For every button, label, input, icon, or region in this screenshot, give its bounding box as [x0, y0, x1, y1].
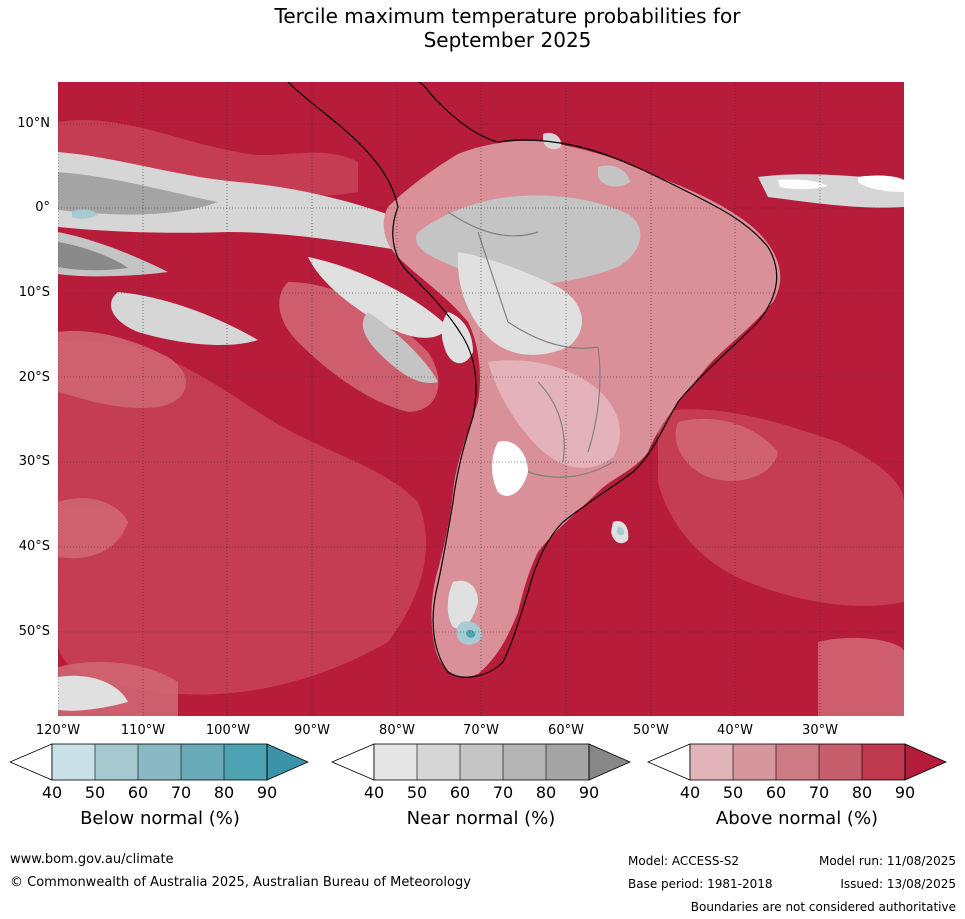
website-link[interactable]: www.bom.gov.au/climate	[10, 852, 174, 867]
cbar-near-bin-70	[503, 744, 546, 780]
cbar-above-tick: 70	[808, 783, 830, 802]
boundaries-disclaimer: Boundaries are not considered authoritat…	[690, 900, 956, 914]
cbar-above-label: Above normal (%)	[715, 808, 879, 829]
cbar-below-tick: 70	[170, 783, 192, 802]
south-america	[383, 140, 781, 677]
cbar-above-bin-50	[733, 744, 776, 780]
map-title: Tercile maximum temperature probabilitie…	[0, 4, 965, 52]
lon-label-40w: 40°W	[717, 723, 753, 738]
colorbar-below-normal	[8, 743, 309, 781]
lon-label-100w: 100°W	[205, 723, 251, 738]
graticule	[58, 82, 904, 716]
cbar-below-tick: 80	[213, 783, 235, 802]
model-run-text: Model run: 11/08/2025	[818, 854, 956, 868]
caribbean-near-normal	[543, 132, 630, 544]
lat-label-30s: 30°S	[18, 454, 50, 469]
title-line-1: Tercile maximum temperature probabilitie…	[274, 4, 741, 28]
cbar-below-bin-70	[181, 744, 224, 780]
lon-label-50w: 50°W	[633, 723, 669, 738]
cbar-above-bin-40	[690, 744, 733, 780]
cbar-near-bin-60	[460, 744, 503, 780]
below-normal-spot-pacific	[72, 209, 98, 219]
cbar-near-bin-80	[546, 744, 589, 780]
lat-label-40s: 40°S	[18, 539, 50, 554]
lon-label-120w: 120°W	[35, 723, 81, 738]
cbar-near-arrow-low	[330, 743, 375, 781]
lat-label-20s: 20°S	[18, 370, 50, 385]
cbar-near-label: Near normal (%)	[406, 808, 556, 829]
cbar-near-tick: 60	[449, 783, 471, 802]
cbar-below-arrow-high	[266, 743, 309, 781]
lon-label-110w: 110°W	[120, 723, 166, 738]
cbar-below-tick: 60	[127, 783, 149, 802]
cbar-below-bin-50	[95, 744, 138, 780]
cbar-above-arrow-low	[646, 743, 691, 781]
map-canvas	[58, 82, 904, 716]
colorbar-above-normal	[646, 743, 947, 781]
lon-label-70w: 70°W	[463, 723, 499, 738]
lat-label-50s: 50°S	[18, 624, 50, 639]
cbar-near-tick: 90	[578, 783, 600, 802]
base-period-text: Base period: 1981-2018	[628, 877, 773, 891]
coastline	[287, 82, 778, 678]
cbar-below-tick: 90	[256, 783, 278, 802]
cbar-below-label: Below normal (%)	[80, 808, 240, 829]
lon-label-90w: 90°W	[294, 723, 330, 738]
model-text: Model: ACCESS-S2	[628, 854, 740, 868]
lat-label-10n: 10°N	[17, 116, 50, 131]
probability-map	[58, 82, 904, 716]
cbar-above-tick: 40	[679, 783, 701, 802]
cbar-above-arrow-high	[904, 743, 947, 781]
lon-label-60w: 60°W	[548, 723, 584, 738]
cbar-below-tick: 50	[84, 783, 106, 802]
country-borders	[447, 211, 614, 478]
cbar-near-arrow-high	[588, 743, 631, 781]
title-line-2: September 2025	[423, 28, 592, 52]
cbar-above-tick: 90	[894, 783, 916, 802]
cbar-above-bin-60	[776, 744, 819, 780]
cbar-above-tick: 60	[765, 783, 787, 802]
cbar-below-bin-80	[224, 744, 267, 780]
colorbars	[8, 743, 947, 781]
cbar-near-tick: 80	[535, 783, 557, 802]
cbar-above-bin-70	[819, 744, 862, 780]
cbar-below-arrow-low	[8, 743, 53, 781]
lat-label-10s: 10°S	[18, 285, 50, 300]
cbar-near-tick: 40	[363, 783, 385, 802]
near-normal-zones	[58, 152, 904, 711]
cbar-below-bin-40	[52, 744, 95, 780]
cbar-near-tick: 50	[406, 783, 428, 802]
lat-label-0: 0°	[35, 200, 50, 215]
above-normal-zones	[58, 119, 904, 695]
cbar-near-tick: 70	[492, 783, 514, 802]
cbar-near-bin-40	[374, 744, 417, 780]
issued-text: Issued: 13/08/2025	[840, 877, 956, 891]
cbar-above-bin-80	[862, 744, 905, 780]
cbar-above-tick: 80	[851, 783, 873, 802]
colorbar-near-normal	[330, 743, 631, 781]
lon-label-30w: 30°W	[802, 723, 838, 738]
cbar-below-tick: 40	[41, 783, 63, 802]
copyright-text: © Commonwealth of Australia 2025, Austra…	[10, 875, 471, 890]
cbar-below-bin-60	[138, 744, 181, 780]
lon-label-80w: 80°W	[379, 723, 415, 738]
cbar-near-bin-50	[417, 744, 460, 780]
cbar-above-tick: 50	[722, 783, 744, 802]
